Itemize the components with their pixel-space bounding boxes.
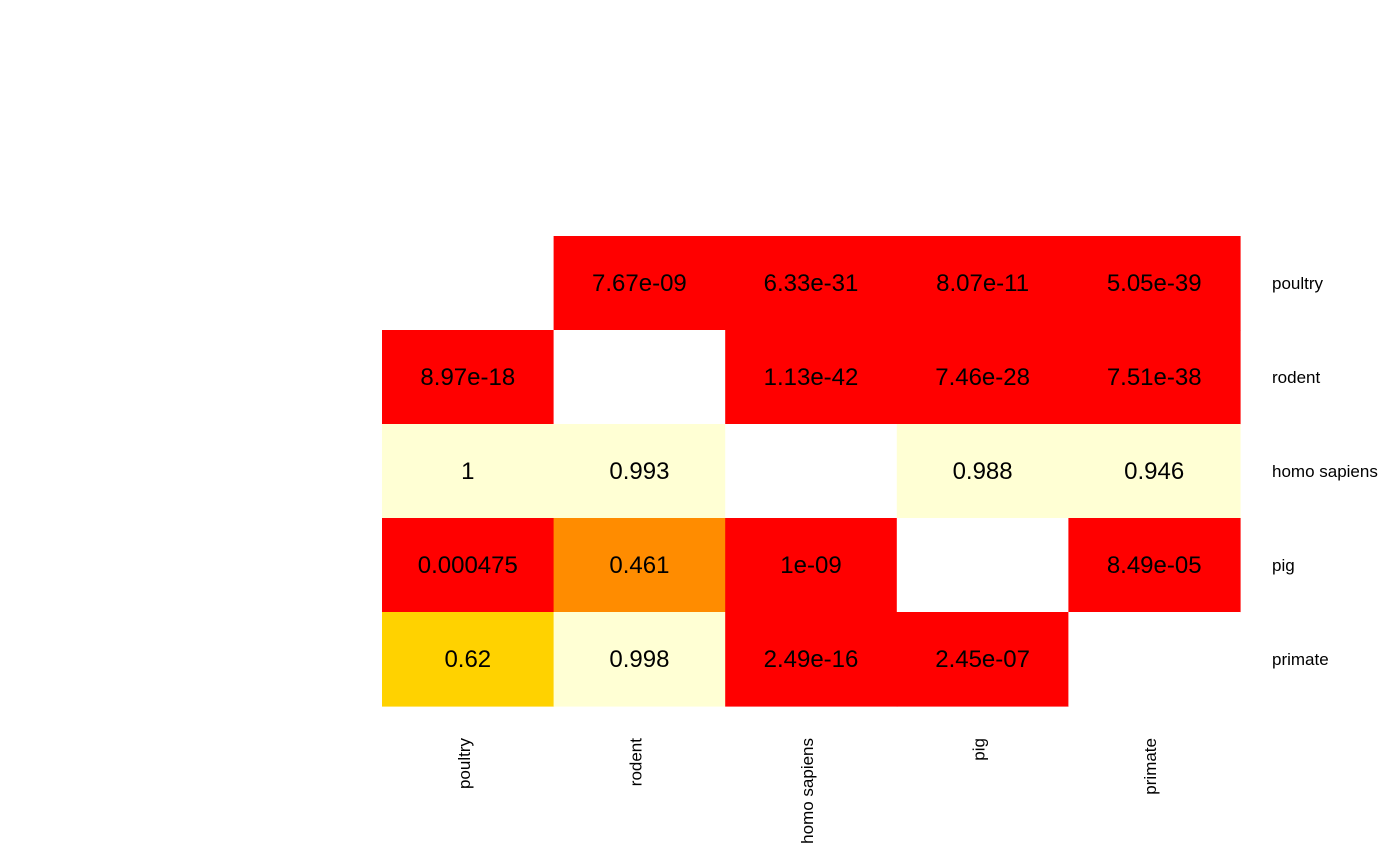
heatmap-cell-1-4 <box>1068 330 1241 425</box>
heatmap-cell-1-0 <box>382 330 555 425</box>
cell-value-label: 1.13e-42 <box>764 364 859 391</box>
cell-value-label: 0.000475 <box>418 552 518 579</box>
column-label: poultry <box>455 738 474 790</box>
cell-value-label: 8.49e-05 <box>1107 552 1202 579</box>
row-label: poultry <box>1272 274 1324 293</box>
cell-value-label: 8.07e-11 <box>936 270 1029 297</box>
cell-value-label: 0.988 <box>953 458 1013 485</box>
heatmap-cell-0-0 <box>382 236 555 331</box>
heatmap-cell-0-4 <box>1068 236 1241 331</box>
cell-value-label: 7.67e-09 <box>592 270 687 297</box>
cell-value-label: 0.998 <box>609 646 669 673</box>
cell-value-label: 8.97e-18 <box>420 364 515 391</box>
column-label: primate <box>1141 738 1160 795</box>
heatmap-cell-0-3 <box>896 236 1069 331</box>
cell-value-label: 0.946 <box>1124 458 1184 485</box>
heatmap-cell-4-4 <box>1068 612 1241 707</box>
heatmap-cell-3-1 <box>553 518 726 613</box>
cell-value-label: 6.33e-31 <box>764 270 859 297</box>
heatmap-cell-1-3 <box>896 330 1069 425</box>
heatmap-cell-2-0 <box>382 424 555 519</box>
heatmap-cell-1-2 <box>725 330 898 425</box>
heatmap-cell-2-1 <box>553 424 726 519</box>
cell-value-label: 5.05e-39 <box>1107 270 1202 297</box>
cell-value-label: 0.62 <box>444 646 491 673</box>
heatmap-cell-3-2 <box>725 518 898 613</box>
heatmap-cell-2-3 <box>896 424 1069 519</box>
column-label: rodent <box>626 738 645 786</box>
cell-value-label: 7.51e-38 <box>1107 364 1202 391</box>
cell-value-label: 0.993 <box>609 458 669 485</box>
cell-value-label: 1 <box>461 458 474 485</box>
row-label: primate <box>1272 650 1329 669</box>
row-label: homo sapiens <box>1272 462 1378 481</box>
heatmap-cell-4-1 <box>553 612 726 707</box>
heatmap-cell-4-2 <box>725 612 898 707</box>
heatmap-cell-1-1 <box>553 330 726 425</box>
row-label: rodent <box>1272 368 1320 387</box>
cell-value-label: 0.461 <box>609 552 669 579</box>
cell-value-label: 1e-09 <box>780 552 841 579</box>
column-label: pig <box>970 738 989 761</box>
cell-value-label: 2.45e-07 <box>935 646 1030 673</box>
heatmap-cell-3-4 <box>1068 518 1241 613</box>
heatmap-cell-2-2 <box>725 424 898 519</box>
heatmap-cell-0-1 <box>553 236 726 331</box>
heatmap-cell-3-3 <box>896 518 1069 613</box>
cell-value-label: 7.46e-28 <box>935 364 1030 391</box>
heatmap-cell-4-0 <box>382 612 555 707</box>
heatmap-cell-0-2 <box>725 236 898 331</box>
heatmap-cell-4-3 <box>896 612 1069 707</box>
heatmap-cell-2-4 <box>1068 424 1241 519</box>
cell-value-label: 2.49e-16 <box>764 646 859 673</box>
heatmap-cell-3-0 <box>382 518 555 613</box>
column-label: homo sapiens <box>798 738 817 844</box>
row-label: pig <box>1272 556 1295 575</box>
